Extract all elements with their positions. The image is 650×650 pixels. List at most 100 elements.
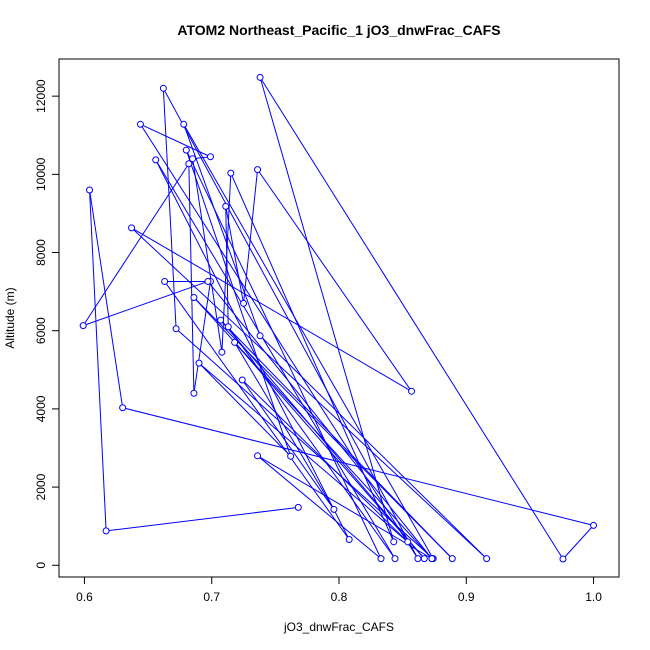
series-segment [193, 281, 211, 394]
series-segment [243, 169, 259, 304]
series-segment [82, 163, 190, 326]
series-segment [259, 335, 487, 559]
series-segment [259, 77, 564, 560]
y-tick-label: 8000 [34, 239, 48, 266]
y-axis-label: Altitude (m) [3, 287, 17, 348]
series-segment [241, 379, 335, 510]
series-segment [183, 124, 434, 559]
data-point [161, 277, 169, 285]
data-point [448, 555, 456, 563]
x-axis-label: jO3_dnwFrac_CAFS [283, 620, 394, 634]
series-segment [257, 455, 433, 560]
series-segment [198, 362, 291, 457]
data-point [391, 555, 399, 563]
data-point [377, 555, 385, 563]
series-segment [241, 379, 409, 543]
data-point [86, 186, 94, 194]
y-tick-label: 6000 [34, 317, 48, 344]
x-tick-label: 0.6 [76, 590, 93, 604]
series-segment [185, 149, 292, 457]
data-point [180, 120, 188, 128]
data-point [254, 166, 262, 174]
data-point [240, 299, 248, 307]
y-tick-label: 0 [34, 562, 48, 569]
data-point [224, 323, 232, 331]
data-point [159, 84, 167, 92]
data-point [222, 202, 230, 210]
data-point [559, 555, 567, 563]
y-tick-label: 4000 [34, 395, 48, 422]
data-point [238, 376, 246, 384]
y-tick-label: 2000 [34, 473, 48, 500]
series-segment [155, 159, 396, 559]
data-point [79, 322, 87, 330]
data-point [204, 277, 212, 285]
series-segment [198, 362, 409, 543]
series-segment [140, 124, 419, 559]
series-segment [83, 280, 209, 327]
data-point [483, 555, 491, 563]
x-tick-label: 0.9 [458, 590, 475, 604]
series-segment [188, 163, 195, 394]
data-point [119, 404, 127, 412]
series-segment [89, 189, 107, 531]
data-point [330, 505, 338, 513]
data-point [227, 169, 235, 177]
series-segment [220, 319, 453, 559]
series-segment [220, 319, 425, 559]
data-point [420, 555, 428, 563]
x-tick-label: 0.7 [203, 590, 220, 604]
series-points [79, 73, 598, 563]
series-segment [225, 206, 245, 304]
data-point [128, 224, 136, 232]
data-point [231, 338, 239, 346]
series-segment [259, 77, 395, 542]
y-tick-label: 12000 [34, 79, 48, 113]
data-point [185, 160, 193, 168]
x-tick-label: 0.8 [331, 590, 348, 604]
series-segment [562, 525, 594, 560]
series-segment [131, 227, 487, 559]
series-segment [257, 169, 412, 392]
chart-title: ATOM2 Northeast_Pacific_1 jO3_dnwFrac_CA… [177, 22, 500, 38]
data-point [294, 503, 302, 511]
series-segment [131, 227, 412, 392]
data-point [172, 325, 180, 333]
y-tick-label: 10000 [34, 157, 48, 191]
data-point [190, 293, 198, 301]
data-point [206, 153, 214, 161]
series-segment [89, 189, 124, 408]
data-point [345, 535, 353, 543]
data-point [287, 452, 295, 460]
data-point [102, 527, 110, 535]
data-point [195, 359, 203, 367]
x-tick-label: 1.0 [585, 590, 602, 604]
series-segment [192, 158, 223, 353]
series-segment [162, 88, 177, 329]
series-segment [185, 149, 382, 559]
data-point [218, 348, 226, 356]
series-segment [234, 342, 335, 510]
series-segment [106, 506, 299, 532]
data-point [414, 555, 422, 563]
x-axis: 0.6 0.7 0.8 0.9 1.0 [76, 576, 602, 604]
data-point [428, 555, 436, 563]
series-segment [164, 281, 350, 540]
data-point [390, 538, 398, 546]
series-segment [230, 172, 395, 543]
data-point [404, 538, 412, 546]
series-segment [257, 455, 382, 560]
data-point [217, 316, 225, 324]
series-segment [183, 124, 261, 336]
data-point [182, 146, 190, 154]
data-point [590, 521, 598, 529]
data-point [408, 387, 416, 395]
data-point [256, 73, 264, 81]
data-point [189, 155, 197, 163]
data-point [136, 120, 144, 128]
data-point [256, 332, 264, 340]
data-point [254, 452, 262, 460]
data-point [152, 156, 160, 164]
